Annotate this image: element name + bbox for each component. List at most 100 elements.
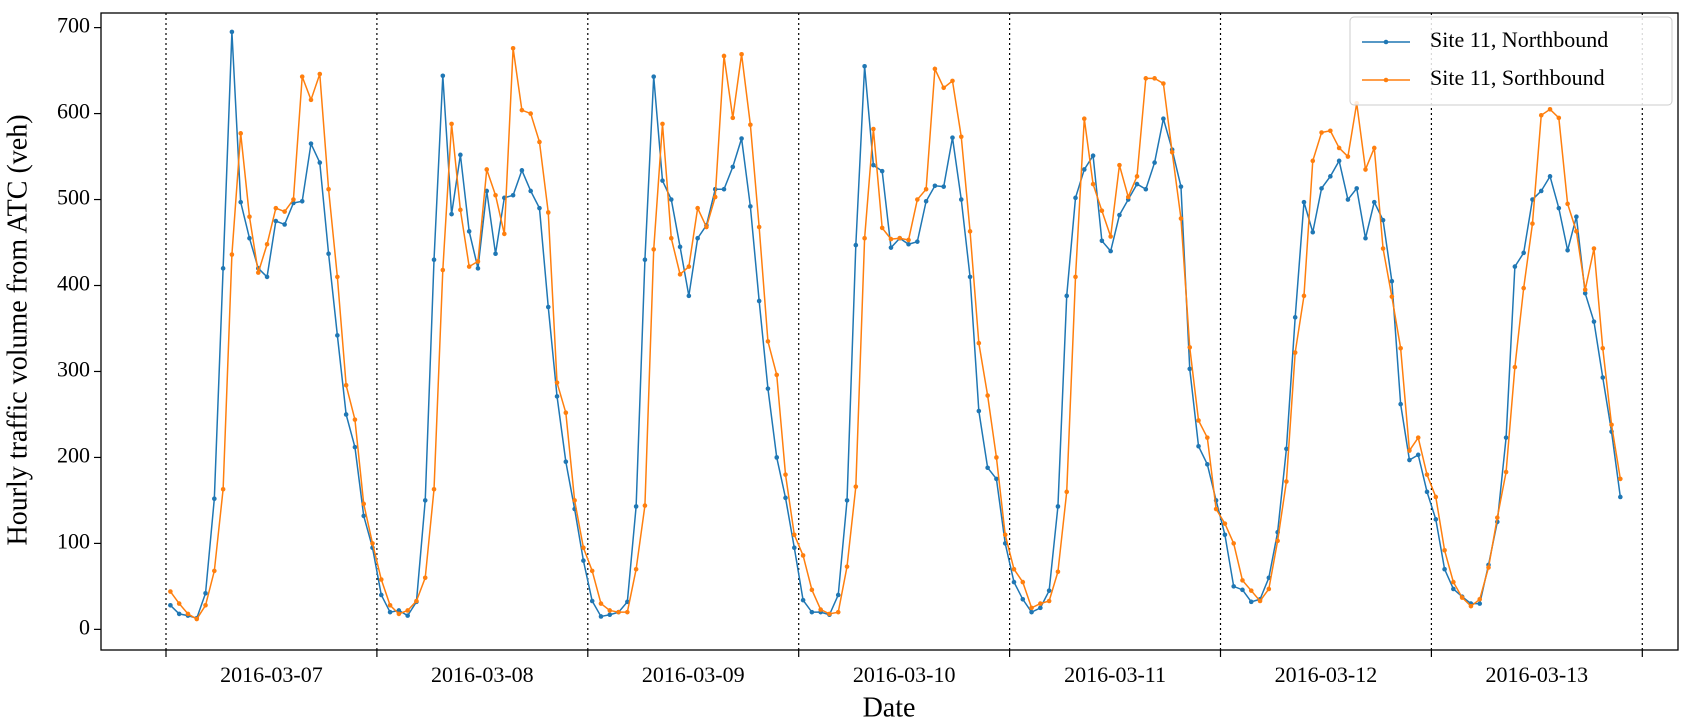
data-point bbox=[677, 272, 683, 277]
series-line bbox=[169, 48, 1622, 621]
data-point bbox=[1284, 479, 1289, 484]
data-point bbox=[721, 186, 727, 192]
data-point bbox=[642, 257, 648, 263]
data-point bbox=[1213, 506, 1219, 512]
data-point bbox=[1371, 145, 1377, 151]
data-point bbox=[941, 85, 946, 91]
data-point bbox=[950, 135, 955, 140]
legend-marker bbox=[1383, 77, 1389, 83]
data-point bbox=[1222, 521, 1228, 526]
data-point bbox=[176, 611, 182, 617]
data-point bbox=[1459, 595, 1465, 600]
data-point bbox=[1415, 435, 1421, 440]
data-point bbox=[607, 608, 613, 613]
data-point bbox=[958, 134, 964, 140]
legend-box bbox=[1349, 16, 1673, 106]
data-point bbox=[1231, 584, 1236, 589]
data-point bbox=[1301, 293, 1307, 299]
data-point bbox=[1205, 435, 1210, 440]
data-point bbox=[396, 608, 402, 613]
data-point bbox=[1477, 596, 1483, 602]
data-point bbox=[871, 126, 876, 132]
data-point bbox=[686, 264, 692, 269]
data-point bbox=[1328, 128, 1333, 134]
data-point bbox=[1020, 596, 1026, 602]
data-point bbox=[220, 486, 226, 492]
data-point bbox=[668, 235, 674, 241]
data-point bbox=[1152, 76, 1157, 81]
data-point bbox=[1336, 145, 1342, 151]
data-point bbox=[449, 211, 454, 217]
data-point bbox=[308, 141, 314, 146]
data-point bbox=[1011, 566, 1017, 572]
data-point bbox=[484, 167, 490, 172]
data-point bbox=[792, 532, 797, 538]
data-point bbox=[633, 566, 639, 572]
data-point bbox=[1600, 375, 1606, 380]
data-point bbox=[581, 545, 586, 551]
data-point bbox=[994, 476, 999, 482]
data-point bbox=[1512, 364, 1518, 370]
data-point bbox=[1345, 154, 1351, 159]
data-point bbox=[888, 236, 894, 242]
data-point bbox=[493, 251, 498, 257]
data-point bbox=[1108, 234, 1113, 239]
data-point bbox=[203, 602, 208, 608]
data-point bbox=[1240, 578, 1245, 583]
data-point bbox=[651, 247, 657, 252]
data-point bbox=[897, 235, 903, 241]
data-point bbox=[748, 122, 753, 128]
data-point bbox=[721, 53, 727, 59]
data-point bbox=[554, 380, 560, 385]
data-point bbox=[502, 231, 507, 237]
data-point bbox=[1081, 116, 1087, 122]
data-point bbox=[1600, 345, 1606, 351]
data-point bbox=[1389, 278, 1395, 284]
data-point bbox=[1618, 476, 1623, 482]
data-point bbox=[1442, 566, 1447, 572]
data-point bbox=[668, 197, 674, 202]
data-point bbox=[985, 393, 990, 398]
data-point bbox=[1055, 504, 1061, 509]
y-axis-title: Hourly traffic volume from ATC (veh) bbox=[2, 114, 33, 545]
data-point bbox=[387, 609, 393, 615]
data-point bbox=[739, 136, 744, 141]
data-point bbox=[1407, 457, 1412, 463]
data-point bbox=[1451, 579, 1456, 585]
data-point bbox=[378, 592, 384, 598]
data-point bbox=[792, 545, 797, 551]
data-point bbox=[1574, 229, 1579, 234]
data-point bbox=[932, 66, 938, 72]
data-point bbox=[765, 339, 771, 344]
y-tick-label: 200 bbox=[57, 442, 90, 467]
data-point bbox=[1389, 294, 1395, 299]
data-point bbox=[572, 498, 577, 503]
data-point bbox=[229, 29, 235, 35]
data-point bbox=[809, 587, 815, 593]
data-point bbox=[1319, 130, 1324, 135]
data-point bbox=[1266, 586, 1272, 592]
data-point bbox=[1380, 217, 1386, 223]
legend: Site 11, Northbound Site 11, Sorthbound bbox=[1349, 16, 1673, 106]
data-point bbox=[598, 601, 604, 606]
data-point bbox=[1134, 174, 1140, 179]
data-point bbox=[633, 504, 639, 509]
data-point bbox=[853, 484, 859, 489]
data-point bbox=[405, 608, 410, 613]
data-point bbox=[818, 607, 823, 612]
data-point bbox=[361, 501, 367, 507]
data-point bbox=[370, 541, 375, 546]
data-point bbox=[1547, 174, 1553, 179]
data-point bbox=[985, 465, 990, 471]
data-point bbox=[835, 609, 841, 615]
data-point bbox=[387, 602, 393, 608]
y-tick-label: 500 bbox=[57, 185, 90, 210]
y-tick-label: 600 bbox=[57, 99, 90, 124]
data-point bbox=[774, 455, 780, 460]
data-point bbox=[1029, 609, 1034, 615]
data-point bbox=[1503, 469, 1509, 475]
data-point bbox=[1442, 547, 1447, 553]
data-point bbox=[1073, 195, 1078, 201]
data-point bbox=[1257, 598, 1263, 604]
data-point bbox=[1169, 149, 1175, 155]
